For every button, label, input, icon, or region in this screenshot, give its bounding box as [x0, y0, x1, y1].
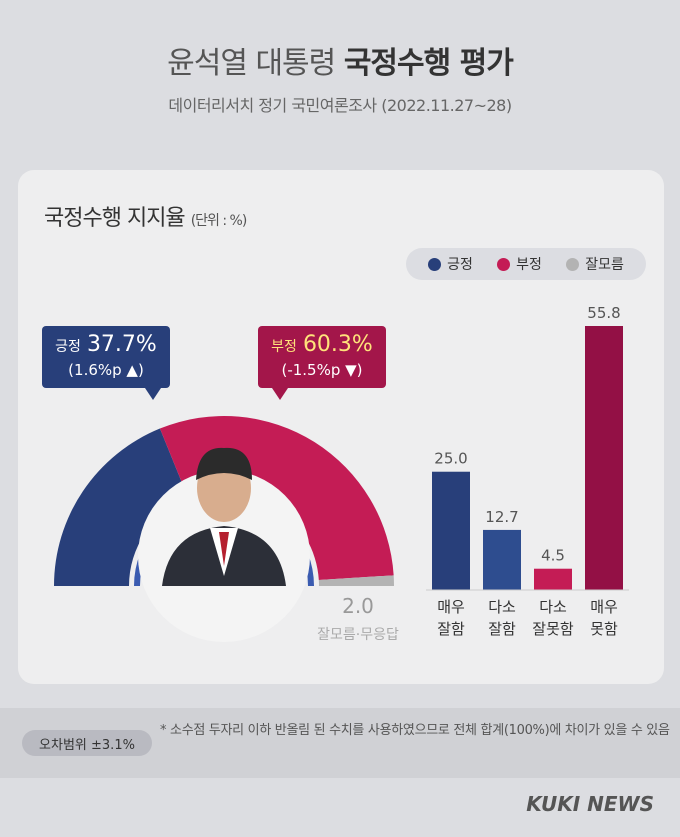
legend-label: 긍정	[447, 257, 473, 273]
footer-band: 오차범위 ±3.1% * 소수점 두자리 이하 반올림 된 수치를 사용하였으므…	[0, 708, 680, 778]
bar	[483, 529, 521, 590]
portrait-tie	[219, 532, 229, 566]
bar-category-label: 매우	[590, 598, 618, 616]
negative-change: (-1.5%p ▼)	[281, 361, 363, 379]
card-title-text: 국정수행 지지율	[44, 206, 186, 231]
bar-value-label: 4.5	[541, 547, 565, 565]
positive-change: (1.6%p ▲)	[68, 361, 144, 379]
footnote: * 소수점 두자리 이하 반올림 된 수치를 사용하였으므로 전체 합계(100…	[160, 723, 670, 738]
legend-dot-negative	[497, 257, 511, 271]
title-bold: 국정수행 평가	[343, 46, 514, 81]
legend: 긍정 부정 잘모름	[406, 248, 646, 280]
bar	[432, 471, 470, 590]
chart-card: 국정수행 지지율 (단위 : %) 긍정 부정 잘모름 긍정 37.7% (1.6…	[18, 170, 664, 684]
bar-category-label: 못함	[590, 620, 618, 638]
bar-category-label: 잘못함	[532, 620, 574, 638]
bar	[585, 326, 623, 590]
legend-dot-positive	[428, 257, 442, 271]
page-title: 윤석열 대통령 국정수행 평가	[0, 38, 680, 82]
bar-value-label: 25.0	[434, 450, 467, 468]
legend-item-dontknow: 잘모름	[566, 254, 624, 274]
card-unit: (단위 : %)	[190, 213, 248, 229]
card-title: 국정수행 지지율 (단위 : %)	[44, 200, 248, 232]
negative-value: 60.3%	[302, 332, 373, 357]
positive-value: 37.7%	[86, 332, 157, 357]
title-plain: 윤석열 대통령	[167, 46, 336, 81]
dontknow-label: 잘모름·무응답	[317, 627, 399, 643]
bar-category-label: 잘함	[437, 620, 465, 638]
negative-callout: 부정 60.3% (-1.5%p ▼)	[258, 326, 386, 400]
page-subtitle: 데이터리서치 정기 국민여론조사 (2022.11.27~28)	[168, 96, 512, 115]
margin-of-error-badge: 오차범위 ±3.1%	[22, 730, 152, 756]
positive-callout: 긍정 37.7% (1.6%p ▲)	[42, 326, 170, 400]
bar-category-label: 잘함	[488, 620, 516, 638]
donut-slice	[318, 575, 394, 586]
bar-category-label: 다소	[488, 598, 516, 616]
legend-label: 부정	[516, 257, 542, 273]
positive-label: 긍정	[55, 339, 81, 355]
callout-tail	[272, 388, 288, 400]
legend-item-negative: 부정	[497, 254, 542, 274]
legend-dot-dontknow	[566, 257, 580, 271]
portrait-hair	[196, 447, 252, 480]
brand-logo: KUKI NEWS	[526, 792, 654, 816]
bar-category-label: 매우	[437, 598, 465, 616]
bar-category-label: 다소	[539, 598, 567, 616]
callout-tail	[145, 388, 161, 400]
legend-item-positive: 긍정	[428, 254, 473, 274]
dontknow-value: 2.0	[342, 594, 374, 618]
bar-value-label: 55.8	[587, 304, 620, 322]
bar-value-label: 12.7	[485, 508, 518, 526]
legend-label: 잘모름	[585, 257, 624, 273]
bar	[534, 568, 572, 590]
negative-label: 부정	[271, 339, 297, 355]
donut-slice	[54, 428, 189, 586]
